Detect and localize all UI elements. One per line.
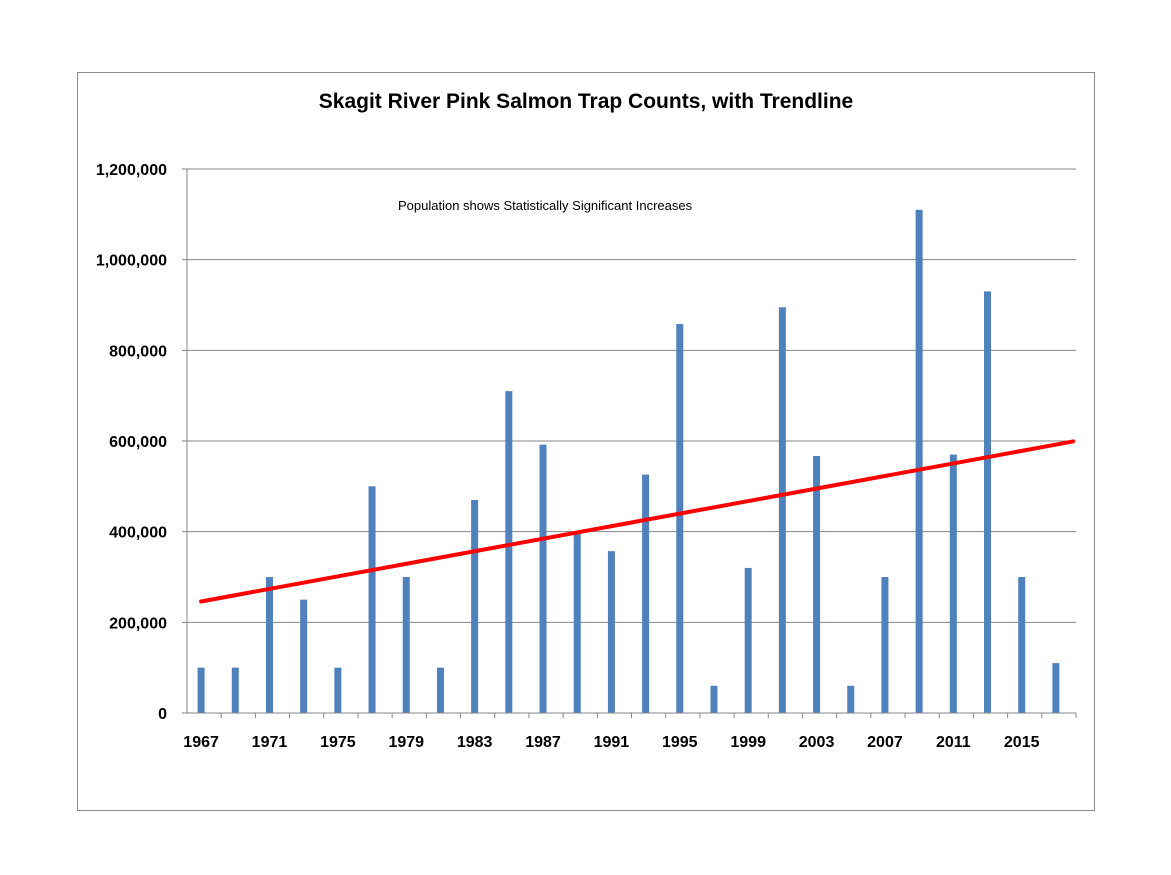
bar-2009 — [915, 209, 923, 714]
bar-2015 — [1018, 577, 1026, 713]
x-tick-label: 1975 — [320, 734, 356, 751]
chart-annotation: Population shows Statistically Significa… — [398, 198, 693, 213]
bar-1985 — [505, 391, 513, 713]
bar-2001 — [778, 307, 786, 713]
bar-2011 — [949, 454, 957, 713]
bar-1981 — [436, 667, 444, 713]
chart-frame: Skagit River Pink Salmon Trap Counts, wi… — [77, 72, 1095, 811]
chart-title: Skagit River Pink Salmon Trap Counts, wi… — [318, 90, 854, 113]
x-tick-label: 2011 — [936, 734, 971, 751]
y-tick-label: 1,200,000 — [96, 162, 167, 179]
bar-2003 — [813, 455, 821, 713]
bar-1967 — [197, 667, 205, 713]
bar-1995 — [676, 324, 684, 713]
y-tick-label: 800,000 — [109, 343, 167, 360]
bar-1999 — [744, 567, 752, 713]
bar-1987 — [539, 444, 547, 713]
x-tick-label: 2015 — [1004, 734, 1040, 751]
x-tick-label: 1967 — [183, 734, 219, 751]
x-tick-label: 2003 — [799, 734, 835, 751]
x-tick-label: 1995 — [662, 734, 698, 751]
bar-1983 — [471, 499, 479, 713]
bar-1991 — [607, 551, 615, 713]
bar-1997 — [710, 685, 718, 713]
bar-2017 — [1052, 663, 1060, 713]
bar-1973 — [300, 599, 308, 713]
x-tick-label: 1983 — [457, 734, 493, 751]
bar-1989 — [573, 531, 581, 713]
y-tick-label: 0 — [158, 706, 167, 723]
x-tick-label: 2007 — [867, 734, 903, 751]
bar-1977 — [368, 486, 376, 713]
bar-2013 — [984, 291, 992, 713]
x-tick-label: 1999 — [730, 734, 766, 751]
x-tick-label: 1979 — [388, 734, 424, 751]
bar-2007 — [881, 577, 889, 713]
bar-1975 — [334, 667, 342, 713]
bar-1979 — [402, 577, 410, 713]
bar-1971 — [265, 577, 273, 713]
y-tick-label: 1,000,000 — [96, 253, 167, 270]
bar-1969 — [231, 667, 239, 713]
bar-2005 — [847, 685, 855, 713]
y-tick-label: 400,000 — [109, 525, 167, 542]
chart-plot: 0 200,000 400,000 600,000 800,000 1,000,000 1,… — [96, 162, 1077, 751]
x-tick-label: 1987 — [525, 734, 561, 751]
x-tick-label: 1991 — [594, 734, 630, 751]
y-tick-label: 600,000 — [109, 434, 167, 451]
y-tick-label: 200,000 — [109, 615, 167, 632]
x-tick-label: 1971 — [252, 734, 288, 751]
trendline — [199, 439, 1075, 604]
bar-1993 — [642, 474, 650, 713]
